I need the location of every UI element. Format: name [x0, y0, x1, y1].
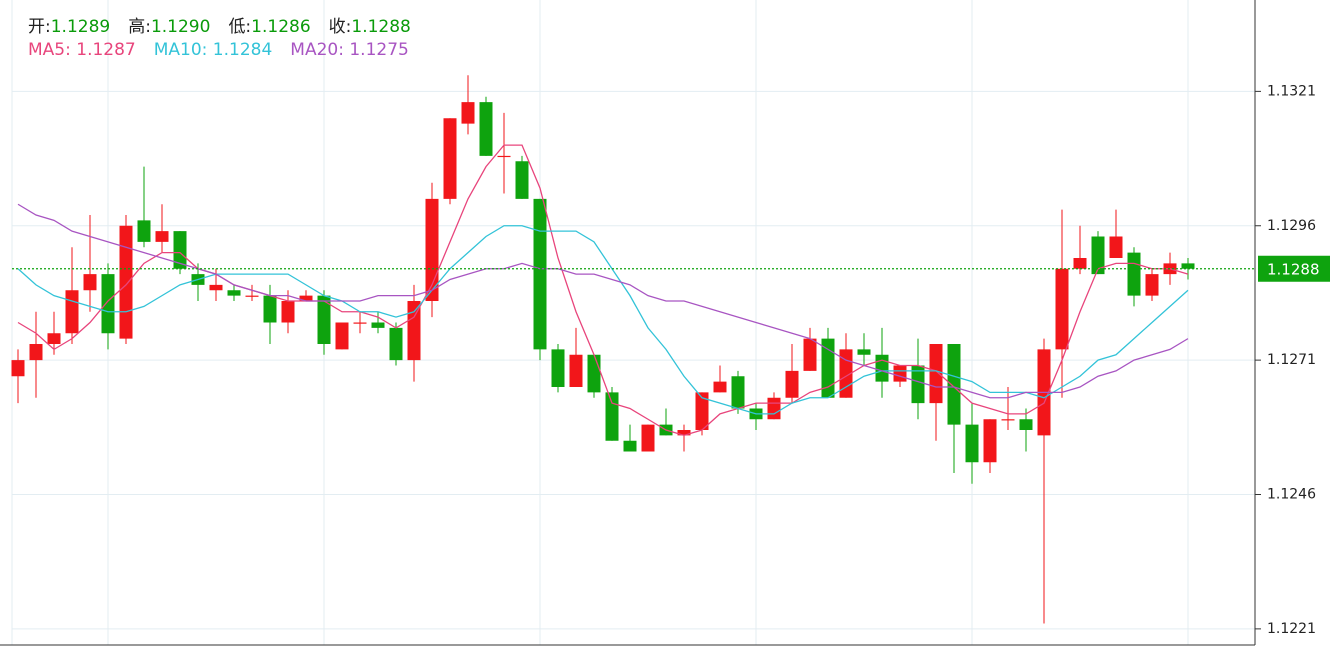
- candle-body: [1019, 419, 1033, 430]
- candle-body: [821, 338, 835, 398]
- y-tick-label: 1.1321: [1267, 83, 1316, 99]
- candle-body: [47, 333, 61, 344]
- candle-body: [479, 102, 493, 156]
- candle-body: [533, 198, 547, 350]
- legend-label: MA20:: [290, 40, 344, 60]
- ohlc-value: 1.1286: [251, 17, 311, 37]
- candle-body: [389, 327, 403, 361]
- ma-readout: MA5: 1.1287 MA10: 1.1284 MA20: 1.1275: [28, 40, 427, 60]
- last-price-label: 1.1288: [1267, 260, 1320, 278]
- candle-body: [803, 338, 817, 371]
- candle-body: [1055, 268, 1069, 350]
- candle-body: [875, 354, 889, 382]
- ohlc-label: 收:: [328, 17, 352, 37]
- ohlc-label: 低:: [228, 17, 252, 37]
- candle-body: [1109, 236, 1123, 258]
- candle-body: [785, 370, 799, 398]
- candle-body: [281, 301, 295, 323]
- candle-body: [857, 349, 871, 355]
- candle-body: [515, 161, 529, 199]
- legend-item: MA10: 1.1284: [154, 40, 273, 60]
- legend-value: 1.1284: [212, 40, 273, 60]
- candle-body: [677, 430, 691, 436]
- candle-body: [965, 424, 979, 463]
- candle-body: [1127, 252, 1141, 296]
- ohlc-label: 开:: [28, 17, 51, 37]
- candle-body: [893, 365, 907, 382]
- candle-body: [695, 392, 709, 430]
- candle-body: [1091, 236, 1105, 275]
- ohlc-item: 收:1.1288: [329, 17, 411, 37]
- candle-body: [911, 365, 925, 404]
- candle-body: [731, 376, 745, 409]
- candle-body: [299, 295, 313, 301]
- candle-body: [209, 284, 223, 291]
- candle-body: [317, 295, 331, 344]
- legend-item: MA5: 1.1287: [28, 40, 136, 60]
- ohlc-value: 1.1288: [351, 17, 411, 37]
- candle-body: [1073, 258, 1087, 269]
- candle-body: [569, 354, 583, 387]
- candle-body: [1001, 419, 1015, 421]
- candle-body: [137, 220, 151, 242]
- ohlc-item: 开:1.1289: [28, 17, 110, 37]
- candle-body: [407, 301, 421, 361]
- y-tick-label: 1.1296: [1267, 218, 1316, 234]
- ohlc-readout: 开:1.1289 高:1.1290 低:1.1286 收:1.1288: [28, 12, 429, 37]
- candle-body: [551, 349, 565, 387]
- candle-body: [119, 225, 133, 339]
- candle-body: [101, 274, 115, 334]
- candle-body: [1145, 274, 1159, 296]
- ohlc-value: 1.1290: [150, 17, 211, 37]
- candle-body: [443, 118, 457, 199]
- candle-body: [155, 231, 169, 242]
- candle-body: [983, 419, 997, 463]
- legend-value: 1.1287: [76, 40, 136, 60]
- legend-label: MA10:: [153, 40, 208, 60]
- candle-body: [353, 322, 367, 324]
- candle-body: [173, 231, 187, 269]
- candle-body: [335, 322, 349, 350]
- candle-body: [371, 322, 385, 328]
- ma-line: [17, 225, 1189, 415]
- candle-body: [29, 344, 43, 361]
- candle-body: [65, 290, 79, 334]
- ohlc-item: 高:1.1290: [128, 17, 210, 37]
- candle-body: [605, 392, 619, 441]
- ohlc-item: 低:1.1286: [228, 17, 310, 37]
- candle-body: [587, 354, 601, 393]
- last-price-tag: [1258, 255, 1330, 282]
- candle-body: [245, 295, 259, 297]
- y-tick-label: 1.1221: [1267, 621, 1316, 637]
- ohlc-value: 1.1289: [50, 17, 111, 37]
- y-tick-label: 1.1271: [1267, 352, 1316, 368]
- ma-line: [17, 203, 1189, 399]
- candle-body: [83, 274, 97, 291]
- candle-body: [11, 360, 25, 377]
- y-tick-label: 1.1246: [1267, 487, 1316, 503]
- candle-body: [263, 295, 277, 323]
- candle-body: [227, 290, 241, 296]
- candle-body: [947, 344, 961, 425]
- ohlc-label: 高:: [128, 17, 151, 37]
- candle-body: [929, 344, 943, 404]
- candle-body: [767, 397, 781, 420]
- candle-body: [623, 440, 637, 452]
- legend-label: MA5:: [28, 40, 71, 60]
- legend-value: 1.1275: [349, 40, 409, 60]
- candle-body: [497, 155, 511, 158]
- candle-body: [461, 102, 475, 124]
- candle-body: [1181, 263, 1195, 269]
- legend-item: MA20: 1.1275: [290, 40, 409, 60]
- candle-body: [713, 381, 727, 393]
- candle-body: [641, 424, 655, 452]
